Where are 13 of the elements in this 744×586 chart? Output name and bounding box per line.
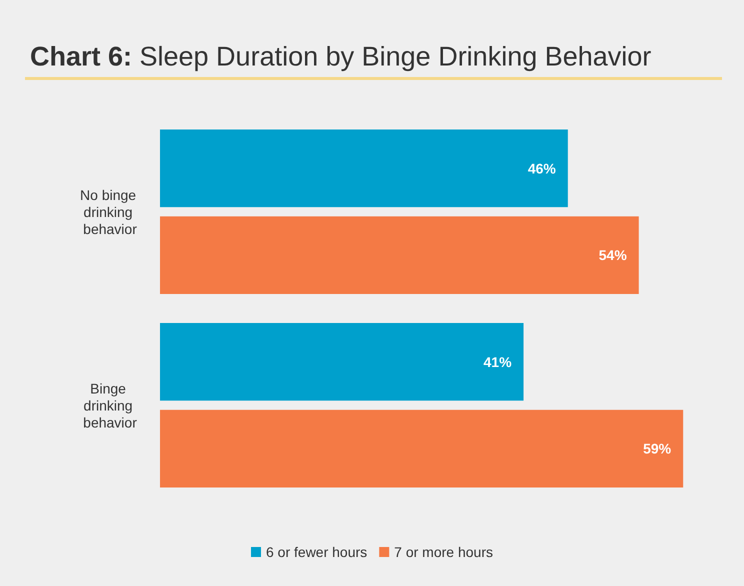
data-label: 59% xyxy=(643,440,672,457)
bar xyxy=(160,130,568,208)
bar xyxy=(160,410,684,488)
data-label: 46% xyxy=(528,160,556,176)
data-label: 41% xyxy=(484,354,512,370)
y-tick-label: Binge drinking behavior xyxy=(83,380,138,430)
legend-label: 6 or fewer hours xyxy=(266,544,368,560)
chart-title: Chart 6: Sleep Duration by Binge Drinking Behavior xyxy=(30,42,652,72)
bar xyxy=(160,216,639,294)
data-label: 54% xyxy=(598,247,628,264)
y-tick-label: No binge drinking behavior xyxy=(80,186,140,237)
legend-label: 7 or more hours xyxy=(394,544,493,560)
bar xyxy=(160,323,524,401)
